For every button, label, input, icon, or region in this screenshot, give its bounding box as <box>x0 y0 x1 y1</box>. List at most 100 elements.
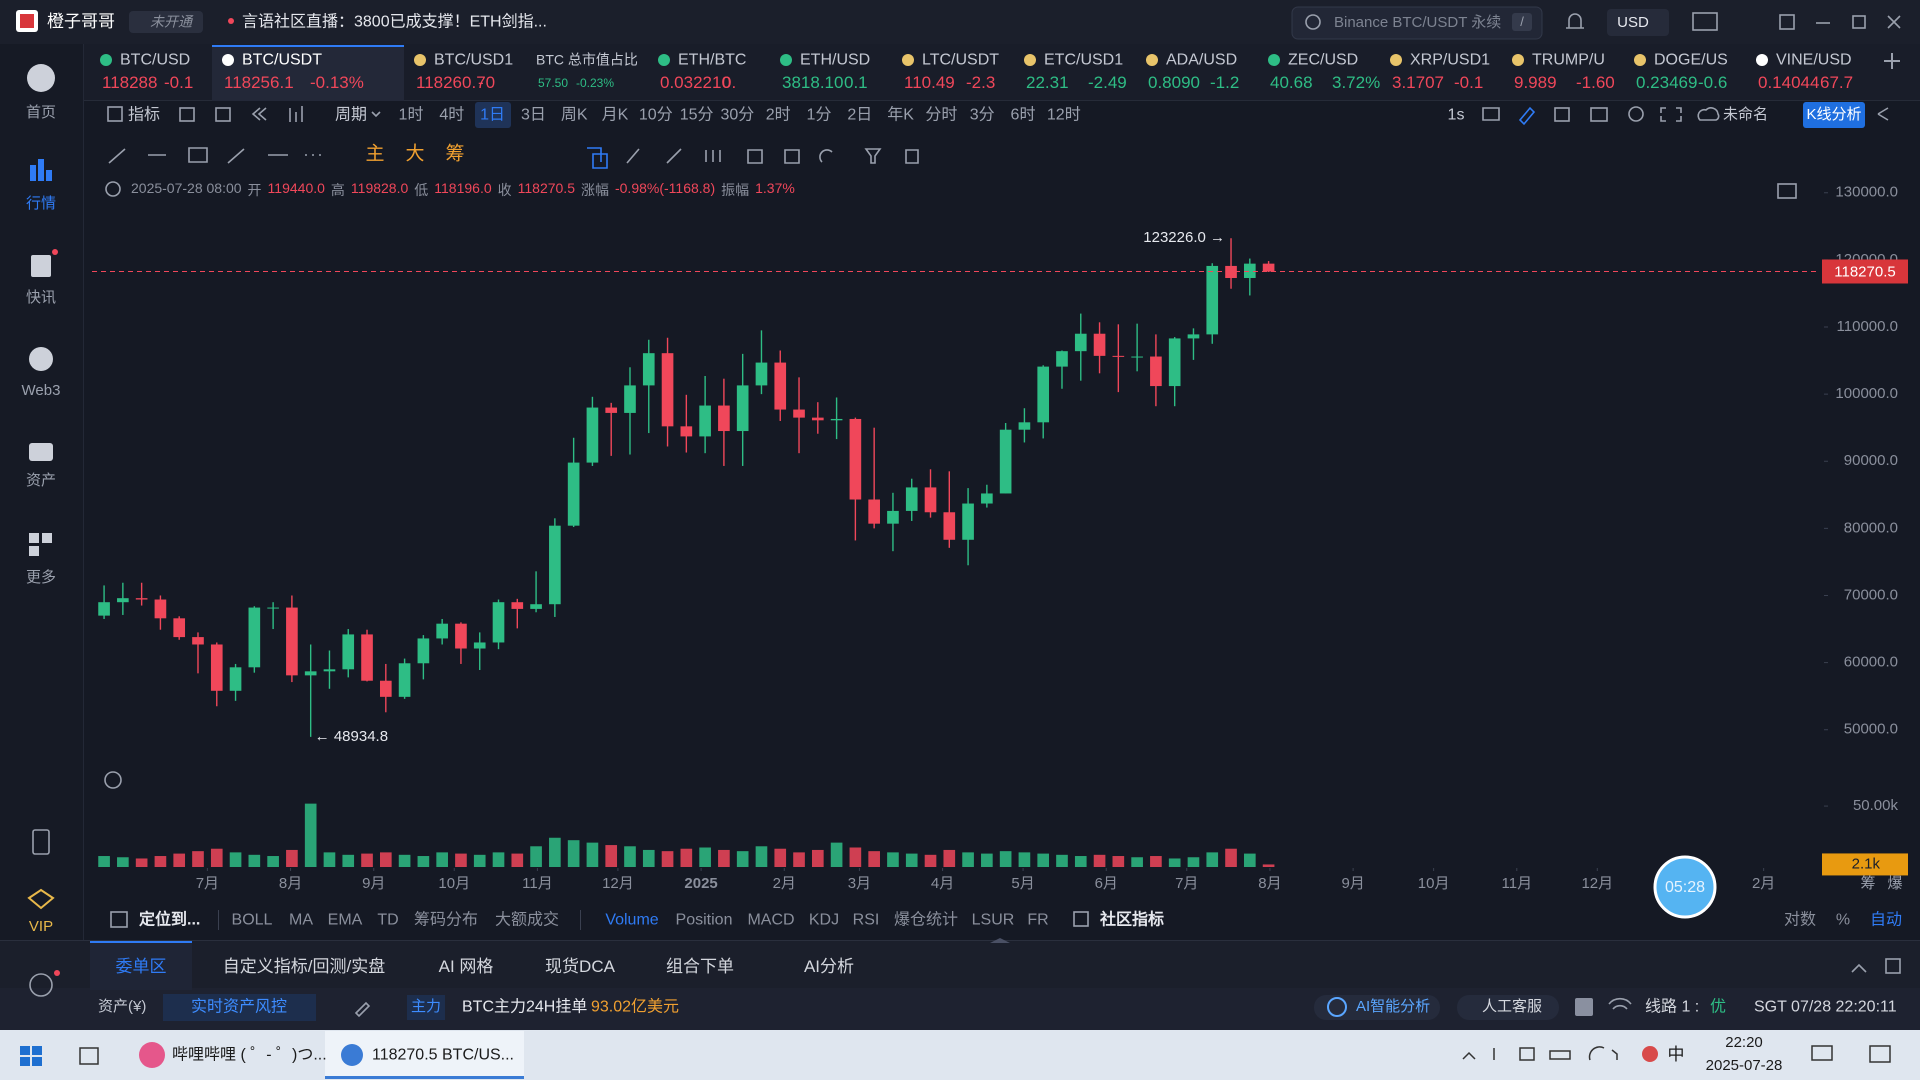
axis-icon[interactable]: 爆 <box>1887 875 1902 892</box>
share-icon[interactable] <box>1877 107 1889 121</box>
phone-icon[interactable] <box>32 829 50 855</box>
assets-label[interactable]: 资产(¥) <box>98 998 147 1015</box>
period-option[interactable]: 12时 <box>1046 106 1081 124</box>
period-option[interactable]: 2时 <box>765 106 791 124</box>
sub-indicator[interactable]: RSI <box>852 911 880 929</box>
add-tab-v[interactable] <box>1891 53 1893 69</box>
ticker-change[interactable]: -1.60 <box>1576 72 1615 92</box>
maximize[interactable] <box>1852 15 1866 29</box>
draw-tools-right[interactable] <box>626 148 919 164</box>
taskbar-app[interactable]: 哔哩哔哩 ( ゜- ゜)つ... <box>172 1046 327 1064</box>
tray-icons[interactable] <box>1493 1046 1618 1061</box>
home-icon[interactable] <box>27 64 55 92</box>
sub-indicator[interactable]: LSUR <box>971 911 1015 929</box>
gear-icon[interactable] <box>1628 106 1644 122</box>
ticker-change[interactable]: - <box>478 72 484 92</box>
action-center[interactable] <box>1869 1045 1891 1063</box>
ticker-symbol[interactable]: BTC 总市值占比 <box>536 51 638 68</box>
screen-icon[interactable] <box>1590 107 1608 122</box>
period-option[interactable]: 2日 <box>847 106 873 124</box>
clock-button[interactable] <box>1653 855 1717 919</box>
ticker-symbol[interactable]: ETH/BTC <box>678 51 747 69</box>
notify-icon[interactable] <box>1811 1045 1833 1061</box>
window-icon[interactable] <box>1554 107 1570 122</box>
ticker-change[interactable]: -2.3 <box>966 72 996 92</box>
collapse-info[interactable] <box>105 181 121 197</box>
ticker-change[interactable]: -0.23% <box>576 75 615 90</box>
layout-icon[interactable] <box>215 107 231 122</box>
axis-icon[interactable]: 筹 <box>1860 875 1875 892</box>
community-icon[interactable] <box>1073 911 1089 927</box>
scale-option[interactable]: 自动 <box>1869 911 1903 929</box>
start-button[interactable] <box>20 1046 42 1066</box>
window-pin[interactable] <box>1779 14 1795 30</box>
ticker-change[interactable]: 3.72% <box>1332 72 1381 92</box>
badge[interactable]: 未开通 <box>150 13 192 30</box>
period-option[interactable]: 年K <box>887 106 914 124</box>
period-option[interactable]: 月K <box>601 106 629 124</box>
ticker-change[interactable]: 0. <box>722 72 737 92</box>
badge-box[interactable] <box>129 11 203 33</box>
currency[interactable]: USD <box>1617 14 1649 31</box>
analysis-button[interactable]: K线分析 <box>1806 106 1862 123</box>
period-option[interactable]: 4时 <box>439 106 465 124</box>
currency-select[interactable] <box>1607 9 1669 36</box>
period-chevron[interactable] <box>371 111 381 118</box>
ticker-symbol[interactable]: ETC/USD1 <box>1044 51 1124 69</box>
main-indicator[interactable]: EMA <box>327 911 363 929</box>
ticker-symbol[interactable]: DOGE/US <box>1654 51 1728 69</box>
sub-indicator[interactable]: Position <box>675 911 733 929</box>
chart-expand[interactable] <box>1777 183 1797 199</box>
bell-icon[interactable] <box>1566 13 1584 29</box>
period-option[interactable]: 6时 <box>1010 106 1036 124</box>
draw-icon[interactable] <box>1518 106 1536 126</box>
locate-button[interactable]: 定位到... <box>139 911 201 929</box>
candle-type-icon[interactable] <box>289 106 303 122</box>
sub-indicator[interactable]: MACD <box>747 911 795 929</box>
ticker-price[interactable]: 0.032210 <box>660 72 731 92</box>
interval[interactable]: 1s <box>1447 106 1465 124</box>
risk-box[interactable] <box>163 994 316 1021</box>
bottom-tab[interactable]: 组合下单 <box>666 956 734 976</box>
indicator-button[interactable]: 指标 <box>128 106 161 124</box>
search-box[interactable] <box>1291 6 1543 40</box>
locate-icon[interactable] <box>110 911 128 928</box>
help-icon[interactable] <box>1575 998 1593 1016</box>
draw-tool[interactable]: 筹 <box>445 143 465 165</box>
period-option[interactable]: 3分 <box>969 106 995 124</box>
ticker-price[interactable]: 57.50 <box>538 75 569 90</box>
main-indicator[interactable]: MA <box>289 911 313 929</box>
ticker-price[interactable]: 118260.70 <box>416 72 496 92</box>
tray-chevron[interactable] <box>1462 1051 1476 1060</box>
ticker-symbol[interactable]: XRP/USD1 <box>1410 51 1491 69</box>
period-option[interactable]: 1分 <box>806 106 832 124</box>
clock-label[interactable]: 05:28 <box>1665 879 1705 896</box>
ticker-symbol[interactable]: LTC/USDT <box>922 51 1000 69</box>
scale-option[interactable]: 对数 <box>1783 911 1817 929</box>
close[interactable] <box>1887 15 1901 29</box>
vip-icon[interactable] <box>27 888 55 910</box>
calendar-icon[interactable] <box>179 107 195 122</box>
ticker-change[interactable]: -1.2 <box>1210 72 1240 92</box>
ticker-change[interactable]: -0.1 <box>1454 72 1484 92</box>
main-indicator[interactable]: 筹码分布 <box>413 911 479 929</box>
ticker-change[interactable]: -2.49 <box>1088 72 1127 92</box>
ticker-active[interactable] <box>212 45 404 101</box>
mail-icon[interactable] <box>1692 12 1718 31</box>
ticker-symbol[interactable]: ADA/USD <box>1166 51 1238 69</box>
ticker-price[interactable]: 0.23469 <box>1636 72 1698 92</box>
main-indicator[interactable]: BOLL <box>231 911 273 929</box>
period-active[interactable] <box>474 102 511 128</box>
ticker-symbol[interactable]: TRUMP/U <box>1532 51 1605 69</box>
ticker-price[interactable]: 0.14044 <box>1758 72 1820 92</box>
main-indicator[interactable]: TD <box>377 911 399 929</box>
period-option[interactable]: 1时 <box>398 106 424 124</box>
sidebar-item[interactable]: 行情 <box>25 195 57 212</box>
fullscreen-icon[interactable] <box>1660 107 1682 122</box>
ticker-price[interactable]: 22.31 <box>1026 72 1069 92</box>
sidebar-item[interactable]: 资产 <box>25 472 57 489</box>
ticker-symbol[interactable]: ZEC/USD <box>1288 51 1359 69</box>
bottom-tab[interactable]: AI 网格 <box>438 956 494 976</box>
draw-tool[interactable]: 大 <box>405 143 425 165</box>
period-button[interactable]: 周期 <box>335 106 368 124</box>
